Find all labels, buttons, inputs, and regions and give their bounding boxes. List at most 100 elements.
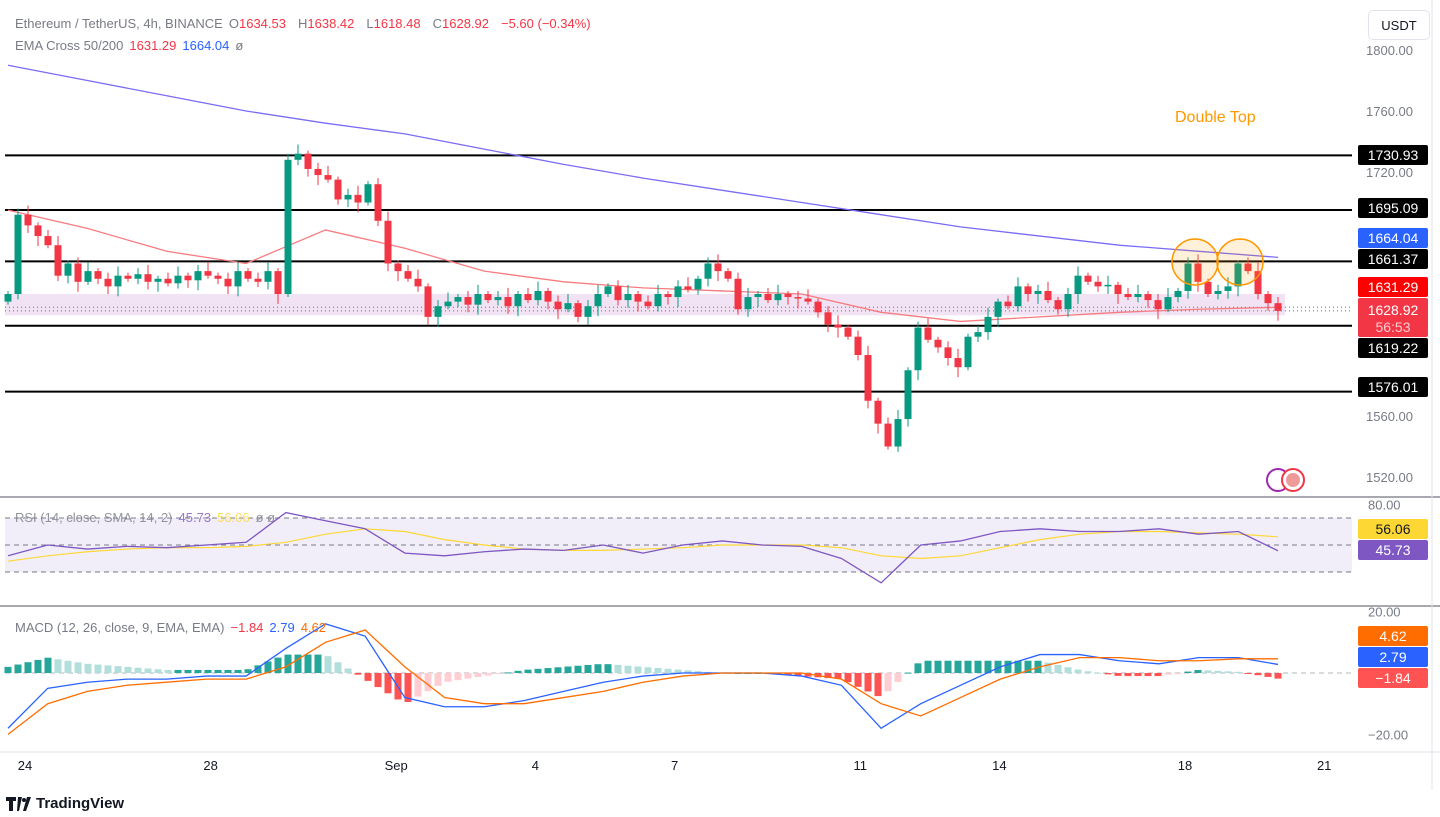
candle-body (834, 324, 842, 328)
macd-histogram-bar (104, 665, 112, 673)
level-label-box (1358, 338, 1428, 358)
macd-histogram-bar (574, 665, 582, 673)
level-label: 1730.93 (1368, 147, 1419, 163)
candle-body (304, 153, 312, 169)
candle-body (214, 275, 222, 279)
macd-histogram-bar (794, 673, 802, 676)
macd-legend[interactable]: MACD (12, 26, close, 9, EMA, EMA) −1.84 2.… (15, 620, 332, 635)
candle-body (104, 278, 112, 287)
candle-body (1234, 263, 1242, 287)
candle-body (234, 271, 242, 287)
macd-histogram-bar (384, 673, 392, 694)
candle-body (184, 275, 192, 281)
time-tick-label: Sep (385, 758, 408, 773)
macd-histogram-bar (504, 672, 512, 674)
macd-histogram-bar (1104, 673, 1112, 675)
macd-histogram-bar (904, 672, 912, 674)
candle-body (804, 298, 812, 302)
candle-body (534, 290, 542, 301)
ema200-price-label-box (1358, 228, 1428, 248)
rsi-line (7, 511, 1279, 584)
candle-body (1084, 275, 1092, 282)
candle-body (1114, 284, 1122, 294)
candle-body (784, 294, 792, 298)
ema50-value: 1631.29 (129, 38, 177, 53)
candle-body (554, 301, 562, 310)
candle-body (144, 274, 152, 282)
macd-histogram-bar (594, 664, 602, 673)
macd-histogram-bar (1264, 673, 1272, 677)
time-tick-label: 18 (1178, 758, 1192, 773)
macd-histogram-bar (284, 654, 292, 673)
candle-body (664, 294, 672, 298)
candle-body (414, 278, 422, 287)
ohlc-high: H1638.42 (297, 16, 355, 31)
candle-body (714, 263, 722, 272)
macd-histogram-bar (804, 673, 812, 677)
candle-body (4, 294, 12, 302)
candle-body (264, 271, 272, 282)
macd-histogram-bar (1274, 673, 1282, 679)
macd-histogram-bar (604, 664, 612, 673)
candle-body (644, 301, 652, 307)
ohlc-low: L1618.48 (366, 16, 421, 31)
rsi-value-label-box (1358, 540, 1428, 560)
macd-histogram-bar (934, 660, 942, 673)
macd-histogram-bar (944, 660, 952, 673)
macd-histogram-bar (444, 673, 452, 682)
macd-histogram-bar (624, 665, 632, 673)
candle-body (374, 184, 382, 221)
macd-histogram-bar (534, 668, 542, 673)
candle-body (394, 263, 402, 272)
macd-histogram-bar (1014, 660, 1022, 673)
candle-body (584, 306, 592, 317)
candle-body (1134, 294, 1142, 298)
macd-histogram-bar (674, 669, 682, 673)
macd-histogram-bar (44, 657, 52, 673)
macd-tick-label: 20.00 (1368, 605, 1401, 620)
macd-histogram-bar (914, 663, 922, 673)
macd-histogram-bar (1254, 673, 1262, 676)
candle-body (974, 332, 982, 337)
macd-histogram-bar (1024, 660, 1032, 673)
level-label: 1576.01 (1368, 379, 1419, 395)
macd-histogram-bar (474, 673, 482, 678)
candle-body (524, 294, 532, 301)
macd-signal-value: 4.62 (300, 620, 327, 635)
macd-histogram-bar (824, 673, 832, 679)
candle-body (84, 271, 92, 282)
candle-body (504, 297, 512, 307)
currency-button[interactable]: USDT (1368, 10, 1430, 40)
candle-body (1184, 263, 1192, 291)
rsi-value: 45.73 (178, 510, 212, 525)
macd-histogram-bar (1054, 664, 1062, 673)
macd-histogram-bar (54, 659, 62, 673)
macd-histogram-bar (124, 666, 132, 673)
macd-histogram-bar (164, 669, 172, 673)
candle-body (284, 159, 292, 294)
macd-histogram-bar (894, 673, 902, 682)
tradingview-logo[interactable]: TradingView (6, 795, 124, 812)
rsi-sma-line (7, 528, 1279, 562)
macd-histogram-bar (244, 669, 252, 673)
macd-histogram-bar (274, 657, 282, 673)
candle-body (204, 271, 212, 276)
candle-body (774, 294, 782, 301)
ema-extra: ø (235, 38, 244, 53)
macd-histogram-bar (924, 660, 932, 673)
candle-body (1004, 301, 1012, 307)
rsi-legend[interactable]: RSI (14, close, SMA, 14, 2) 45.73 56.06 ø ø (15, 510, 281, 525)
symbol-legend: Ethereum / TetherUS, 4h, BINANCE O1634.53… (15, 16, 597, 31)
ema-legend[interactable]: EMA Cross 50/200 1631.29 1664.04 ø (15, 38, 249, 53)
rsi-sma-label: 56.06 (1375, 521, 1410, 537)
macd-histogram-bar (784, 673, 792, 676)
candle-body (594, 294, 602, 307)
macd-histogram-bar (454, 673, 462, 681)
last-price-box (1358, 298, 1428, 337)
macd-histogram-bar (1144, 673, 1152, 677)
macd-histogram-bar (514, 670, 522, 673)
macd-histogram-bar (1214, 670, 1222, 673)
candle-body (1094, 281, 1102, 287)
macd-histogram-bar (554, 667, 562, 673)
